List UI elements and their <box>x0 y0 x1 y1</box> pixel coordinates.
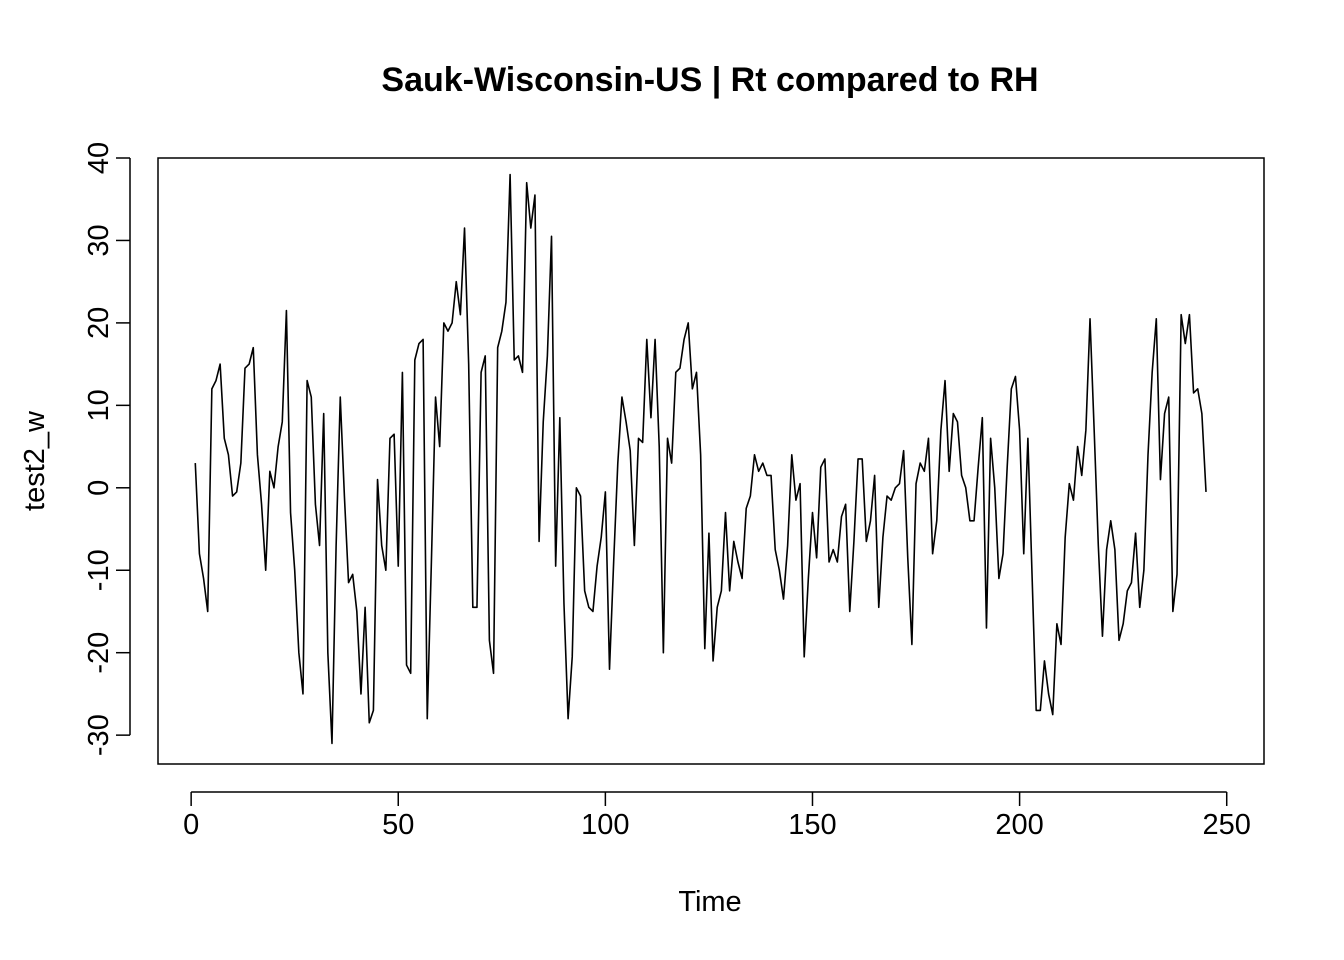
y-tick-label: -20 <box>83 632 115 674</box>
y-tick-label: -10 <box>83 549 115 591</box>
y-tick-label: 0 <box>83 480 115 496</box>
x-tick-label: 200 <box>995 809 1043 841</box>
plot-area <box>194 173 1207 745</box>
chart-title: Sauk-Wisconsin-US | Rt compared to RH <box>381 61 1038 99</box>
y-tick-label: 20 <box>83 307 115 339</box>
x-tick-label: 50 <box>382 809 414 841</box>
x-tick-label: 0 <box>183 809 199 841</box>
y-tick-label: 30 <box>83 224 115 256</box>
plot-frame <box>157 157 1265 765</box>
y-axis-label: test2_w <box>19 410 51 511</box>
y-tick-label: -30 <box>83 714 115 756</box>
x-axis-label: Time <box>678 886 741 918</box>
x-tick-label: 250 <box>1203 809 1251 841</box>
y-axis: -30 -20 -10 0 10 20 30 40 <box>83 142 131 756</box>
y-tick-label: 10 <box>83 389 115 421</box>
x-tick-label: 100 <box>581 809 629 841</box>
x-axis: 0 50 100 150 200 250 <box>183 791 1251 841</box>
x-tick-label: 150 <box>788 809 836 841</box>
y-tick-label: 40 <box>83 142 115 174</box>
series-line <box>194 173 1207 745</box>
